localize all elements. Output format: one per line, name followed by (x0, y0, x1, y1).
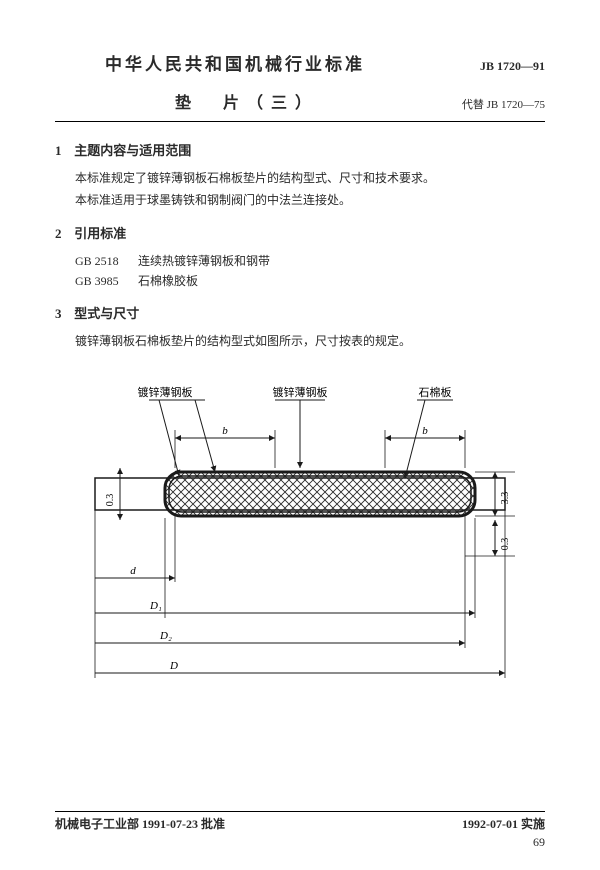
standard-code: JB 1720—91 (480, 59, 545, 74)
fig-label-3: 石棉板 (419, 385, 452, 399)
fig-dim-D: D (169, 660, 178, 672)
fig-label-2: 镀锌薄钢板 (273, 385, 328, 399)
fig-dim-D1: D₁ (149, 600, 162, 612)
ref-2: GB 3985 石棉橡胶板 (75, 272, 545, 289)
footer-left: 机械电子工业部 1991-07-23 批准 (55, 815, 225, 832)
technical-figure: 镀锌薄钢板 镀锌薄钢板 石棉板 b b 0.3 3.3 (55, 368, 545, 712)
section-1-num: 1 (55, 143, 71, 159)
page-number: 69 (533, 835, 545, 850)
ref-1-text: 连续热镀锌薄钢板和钢带 (138, 254, 270, 268)
section-3-p1: 镀锌薄钢板石棉板垫片的结构型式如图所示，尺寸按表的规定。 (75, 332, 545, 350)
ref-2-text: 石棉橡胶板 (138, 274, 198, 288)
section-2-title: 引用标准 (74, 226, 126, 241)
ref-1-code: GB 2518 (75, 254, 135, 269)
section-1-p2: 本标准适用于球墨铸铁和钢制阀门的中法兰连接处。 (75, 191, 545, 209)
fig-dim-D2: D₂ (159, 630, 172, 642)
section-3-num: 3 (55, 306, 71, 322)
section-2-num: 2 (55, 226, 71, 242)
fig-dim-03-right: 0.3 (500, 538, 511, 551)
fig-label-1: 镀锌薄钢板 (138, 385, 193, 399)
replaces-label: 代替 JB 1720—75 (462, 96, 545, 112)
section-2-head: 2 引用标准 (55, 223, 545, 242)
doc-subtitle: 垫 片（三） (175, 89, 319, 113)
fig-dim-b1: b (222, 425, 228, 437)
ref-1: GB 2518 连续热镀锌薄钢板和钢带 (75, 252, 545, 269)
section-1-p1: 本标准规定了镀锌薄钢板石棉板垫片的结构型式、尺寸和技术要求。 (75, 169, 545, 187)
fig-dim-d: d (130, 565, 136, 577)
footer-rule (55, 811, 545, 812)
fig-dim-03-left: 0.3 (105, 494, 116, 507)
fig-dim-33: 3.3 (500, 492, 511, 505)
header-rule (55, 121, 545, 122)
ref-2-code: GB 3985 (75, 274, 135, 289)
footer-right: 1992-07-01 实施 (462, 815, 545, 832)
section-1-title: 主题内容与适用范围 (74, 143, 191, 158)
section-1-head: 1 主题内容与适用范围 (55, 140, 545, 159)
section-3-title: 型式与尺寸 (74, 306, 139, 321)
section-3-head: 3 型式与尺寸 (55, 303, 545, 322)
page-title: 中华人民共和国机械行业标准 (105, 50, 365, 75)
fig-dim-b2: b (422, 425, 428, 437)
